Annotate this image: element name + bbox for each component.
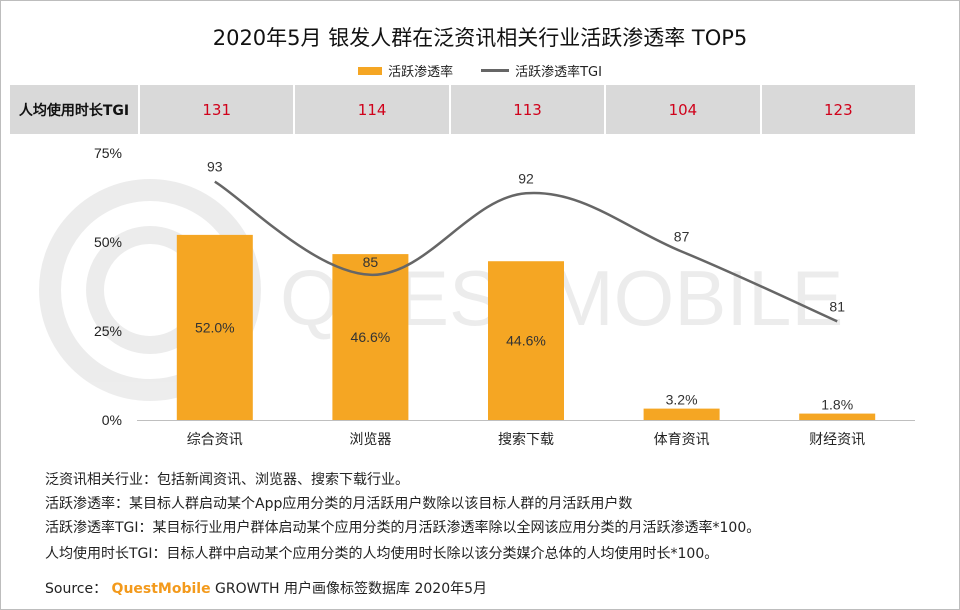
y-tick-label: 25% [94, 323, 122, 339]
bar [799, 413, 876, 420]
tgi-value-4: 123 [824, 100, 853, 119]
watermark: QUESTMOBILE [39, 179, 843, 401]
bar-value-label: 46.6% [351, 329, 391, 345]
y-tick-label: 0% [102, 412, 122, 428]
y-tick-label: 50% [94, 234, 122, 250]
data-labels: 52.0% 46.6% 44.6% 3.2% 1.8% 93 85 92 87 81 [195, 159, 853, 413]
tgi-value-label: 85 [363, 254, 379, 270]
bar-value-label: 52.0% [195, 319, 235, 335]
y-tick-label: 75% [94, 145, 122, 161]
source-prefix: Source： [45, 581, 108, 597]
source-line: Source： QuestMobile GROWTH 用户画像标签数据库 202… [45, 578, 487, 598]
axes: 0% 25% 50% 75% 综合资讯 浏览器 搜索下载 体育资讯 财经资讯 [94, 145, 915, 448]
bar [643, 408, 720, 420]
source-suffix: GROWTH 用户画像标签数据库 2020年5月 [210, 581, 488, 597]
x-category-label: 体育资讯 [654, 432, 710, 448]
source-brand: QuestMobile [111, 581, 211, 597]
note-3: 人均使用时长TGI：目标人群中启动某个应用分类的人均使用时长除以该分类媒介总体的… [45, 546, 719, 562]
legend-line-swatch [481, 69, 510, 72]
note-0: 泛资讯相关行业：包括新闻资讯、浏览器、搜索下载行业。 [45, 472, 409, 488]
legend: 活跃渗透率 活跃渗透率TGI [0, 61, 960, 80]
tgi-row-label: 人均使用时长TGI [10, 85, 140, 134]
legend-bar-label: 活跃渗透率 [388, 65, 454, 80]
x-category-label: 搜索下载 [498, 431, 554, 448]
chart-svg: QUESTMOBILE 0% 25% 50% 75% 综合资讯 浏览器 搜索下载 体育资讯 财经… [39, 145, 915, 448]
legend-item-line: 活跃渗透率TGI [481, 61, 602, 80]
bar [176, 234, 253, 420]
tgi-value-3: 104 [606, 85, 762, 134]
bars [176, 234, 876, 420]
note-2: 活跃渗透率TGI：某目标行业用户群体启动某个应用分类的月活跃渗透率除以全网该应用… [45, 520, 761, 536]
x-category-label: 浏览器 [349, 432, 391, 448]
tgi-value-label: 81 [829, 298, 845, 314]
tgi-value-1: 114 [295, 85, 451, 134]
bar [488, 261, 564, 420]
tgi-line [214, 180, 838, 323]
note-1: 活跃渗透率：某目标人群启动某个App应用分类的月活跃用户数除以该目标人群的月活跃… [45, 496, 633, 512]
bar [332, 254, 409, 420]
tgi-value-2: 113 [451, 85, 607, 134]
tgi-value-label: 87 [674, 229, 690, 245]
tgi-line-path [214, 180, 838, 323]
tgi-row: 人均使用时长TGI 131 114 113 104 123 [10, 85, 915, 134]
bar-value-label: 1.8% [821, 397, 853, 413]
x-category-label: 财经资讯 [809, 432, 865, 448]
notes: 泛资讯相关行业：包括新闻资讯、浏览器、搜索下载行业。 活跃渗透率：某目标人群启动… [45, 468, 760, 566]
bar-value-label: 44.6% [506, 333, 546, 349]
bar-value-label: 3.2% [666, 392, 698, 408]
legend-item-bar: 活跃渗透率 [358, 61, 453, 80]
legend-line-label: 活跃渗透率TGI [515, 65, 602, 80]
legend-bar-swatch [358, 66, 383, 75]
tgi-value-0: 131 [140, 85, 296, 134]
chart-title: 2020年5月 银发人群在泛资讯相关行业活跃渗透率 TOP5 [212, 26, 748, 50]
tgi-value-label: 92 [518, 170, 534, 186]
x-category-label: 综合资讯 [187, 432, 243, 448]
tgi-value-label: 93 [207, 159, 223, 175]
